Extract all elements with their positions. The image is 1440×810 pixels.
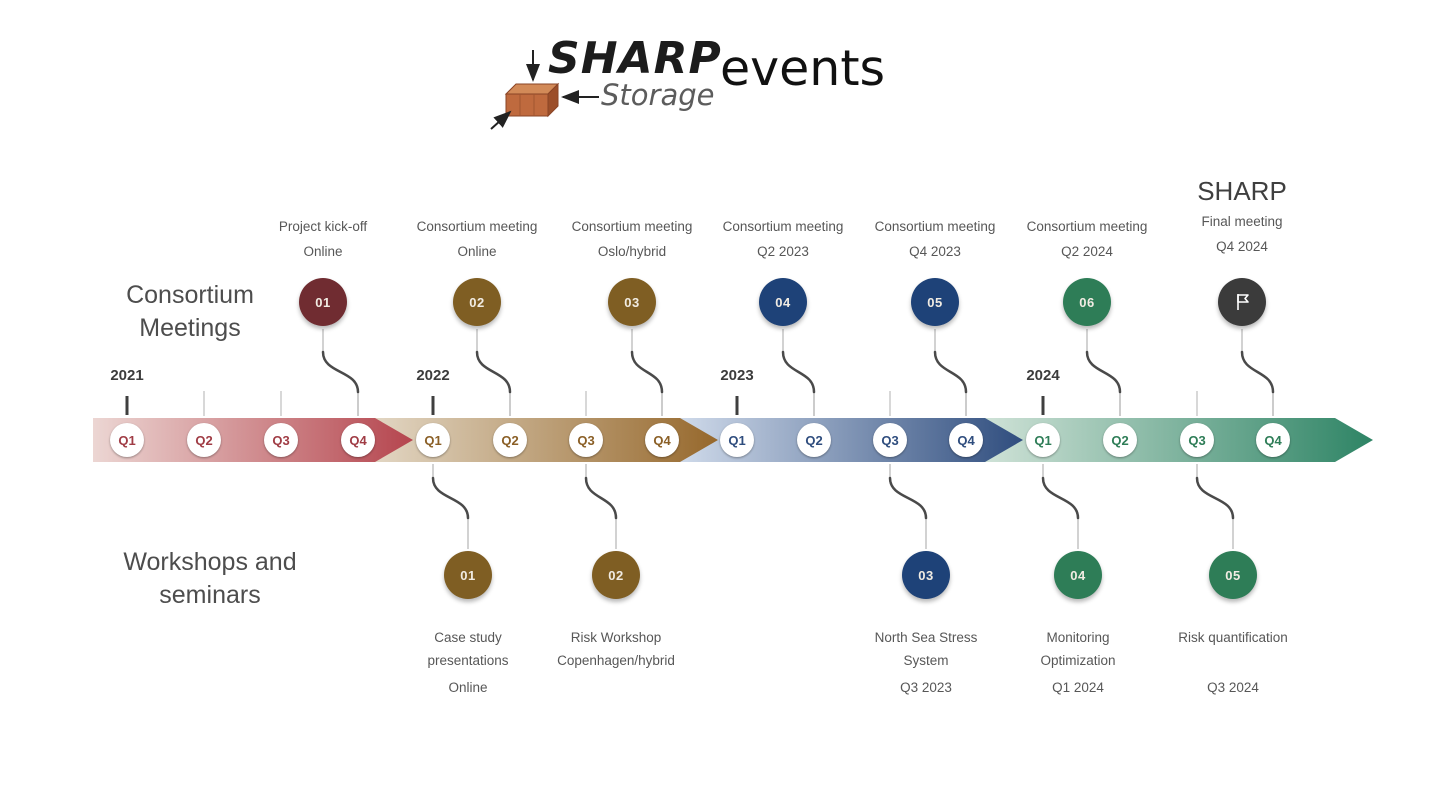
quarter-marker: Q3	[873, 423, 907, 457]
quarter-marker: Q3	[1180, 423, 1214, 457]
year-label-2023: 2023	[720, 367, 754, 384]
final-meeting-heading: SHARP	[1197, 176, 1287, 206]
workshop-node-02: 02	[592, 551, 640, 599]
connector-curve	[584, 476, 618, 520]
row-header-workshops-seminars: Workshops and seminars	[123, 548, 297, 609]
meeting-node-01: 01	[299, 278, 347, 326]
quarter-marker: Q3	[264, 423, 298, 457]
quarter-marker: Q4	[645, 423, 679, 457]
connector-curve	[321, 350, 360, 394]
workshop-label: Risk quantification Q3 2024	[1178, 630, 1288, 695]
workshop-node-04: 04	[1054, 551, 1102, 599]
workshop-label: Risk Workshop Copenhagen/hybrid	[557, 630, 675, 668]
diagonal-arrow-icon	[490, 110, 512, 130]
connector-curve	[630, 350, 664, 394]
meeting-label: Consortium meeting Q4 2023	[874, 219, 996, 259]
meeting-label: Consortium meeting Oslo/hybrid	[571, 219, 693, 259]
quarter-marker: Q1	[416, 423, 450, 457]
connector-curve	[781, 350, 816, 394]
row-header-consortium-meetings: Consortium Meetings	[126, 281, 254, 342]
meeting-node-02: 02	[453, 278, 501, 326]
meeting-label: Consortium meeting Q2 2023	[722, 219, 844, 259]
workshop-node-03: 03	[902, 551, 950, 599]
brand-title: SHARP	[548, 33, 722, 84]
flag-icon	[1237, 294, 1249, 310]
meeting-node-06: 06	[1063, 278, 1111, 326]
meeting-label: Consortium meeting Q2 2024	[1026, 219, 1148, 259]
top-connectors	[321, 329, 1275, 416]
connector-curve	[475, 350, 512, 394]
quarter-marker: Q3	[569, 423, 603, 457]
connector-curve	[431, 476, 470, 520]
meeting-node-final	[1218, 278, 1266, 326]
quarter-marker: Q1	[110, 423, 144, 457]
quarter-marker: Q2	[1103, 423, 1137, 457]
connector-curve	[1041, 476, 1080, 520]
meeting-node-05: 05	[911, 278, 959, 326]
quarter-marker: Q1	[720, 423, 754, 457]
meeting-node-03: 03	[608, 278, 656, 326]
connector-curve	[888, 476, 928, 520]
quarter-marker: Q2	[187, 423, 221, 457]
quarter-marker: Q4	[341, 423, 375, 457]
quarter-marker: Q2	[493, 423, 527, 457]
connector-curve	[1195, 476, 1235, 520]
workshop-label: Monitoring Optimization Q1 2024	[1040, 630, 1116, 695]
page-title-events: events	[720, 40, 886, 97]
quarter-marker: Q4	[949, 423, 983, 457]
year-label-2022: 2022	[416, 367, 450, 384]
meeting-node-04: 04	[759, 278, 807, 326]
workshop-node-05: 05	[1209, 551, 1257, 599]
connector-curve	[933, 350, 968, 394]
meeting-label-final: SHARP Final meeting Q4 2024	[1152, 176, 1332, 258]
year-segment-2021	[93, 418, 413, 462]
connector-curve	[1240, 350, 1275, 394]
year-segment-2022	[375, 418, 718, 462]
quarter-marker: Q1	[1026, 423, 1060, 457]
meeting-label: Consortium meeting Online	[416, 219, 538, 259]
quarter-marker: Q2	[797, 423, 831, 457]
brick-icon	[504, 82, 560, 118]
workshop-node-01: 01	[444, 551, 492, 599]
bottom-connectors	[431, 464, 1235, 549]
quarter-marker: Q4	[1256, 423, 1290, 457]
year-label-2024: 2024	[1026, 367, 1060, 384]
workshop-label: North Sea Stress System Q3 2023	[874, 630, 978, 695]
year-segment-2023	[680, 418, 1023, 462]
connector-curve	[1085, 350, 1122, 394]
year-ticks	[125, 396, 1045, 415]
workshop-label: Case study presentations Online	[427, 630, 509, 695]
meeting-label: Project kick-off Online	[278, 219, 368, 259]
sharp-storage-logo	[490, 50, 599, 130]
brand-subtitle: Storage	[601, 78, 715, 112]
year-label-2021: 2021	[110, 367, 144, 384]
